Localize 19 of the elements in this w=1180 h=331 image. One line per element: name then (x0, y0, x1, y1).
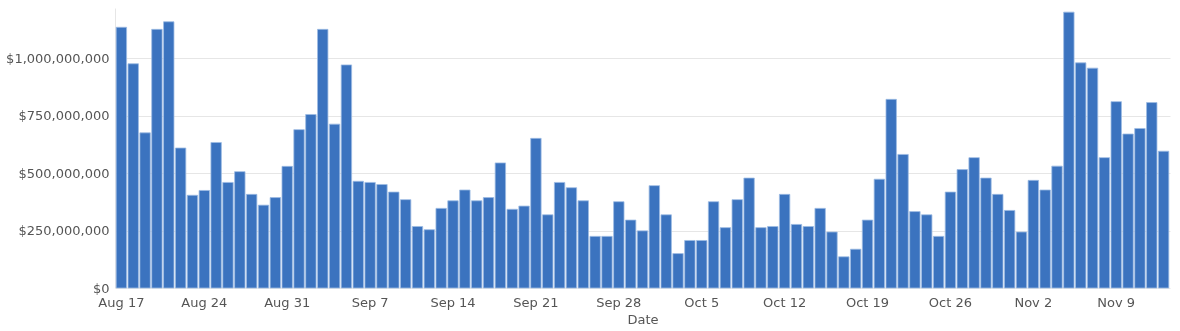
x-tick-label: Sep 28 (596, 294, 642, 310)
x-tick-label: Oct 5 (684, 294, 720, 310)
x-tick-label: Sep 21 (513, 294, 559, 310)
x-tick-label: Aug 31 (264, 294, 311, 310)
y-tick-label: $500,000,000 (18, 165, 110, 181)
x-tick-label: Aug 24 (181, 294, 228, 310)
x-tick-label: Aug 17 (98, 294, 145, 310)
x-tick-label: Nov 2 (1014, 294, 1053, 310)
x-tick-label: Oct 26 (928, 294, 972, 310)
y-tick-label: $1,000,000,000 (6, 50, 110, 66)
x-axis-title: Date (627, 311, 659, 327)
x-tick-label: Nov 9 (1097, 294, 1136, 310)
x-tick-label: Oct 19 (845, 294, 890, 310)
y-tick-label: $250,000,000 (18, 223, 110, 239)
x-tick-label: Sep 14 (430, 294, 476, 310)
y-tick-label: $750,000,000 (18, 108, 110, 124)
x-tick-label: Oct 12 (763, 294, 807, 310)
y-tick-label: $0 (92, 280, 110, 296)
x-tick-label: Sep 7 (351, 294, 389, 310)
